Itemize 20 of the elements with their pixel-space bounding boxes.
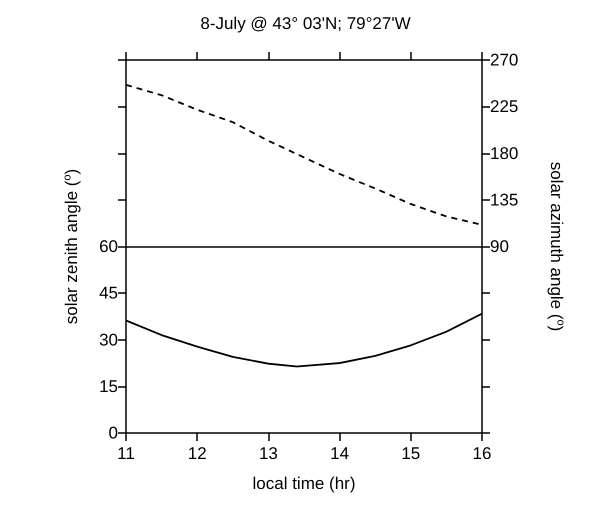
y-tick-label: 0 [108,424,118,442]
x-tick-label: 16 [472,444,492,463]
x-axis-title: local time (hr) [252,474,356,493]
y-tick-label: 30 [99,330,118,350]
y2-tick-label: 180 [490,144,518,163]
y-tick-label: 60 [99,237,118,256]
y-tick-label: 45 [99,284,118,303]
y2-tick-label: 90 [490,237,509,256]
y-tick-label: 15 [99,376,118,396]
chart-title: 8-July @ 43° 03'N; 79°27'W [200,14,411,33]
x-tick-label: 11 [117,444,135,463]
x-tick-label: 15 [401,444,420,463]
y2-tick-label: 225 [490,97,518,116]
y2-tick-label: 135 [490,190,518,210]
y2-axis-title: solar azimuth angle (o) [547,162,566,332]
x-tick-label: 14 [330,444,350,463]
y-axis-title: solar zenith angle (o) [62,168,81,324]
y2-tick-label: 270 [490,50,518,70]
x-tick-label: 13 [258,444,278,463]
x-tick-label: 12 [188,444,207,463]
